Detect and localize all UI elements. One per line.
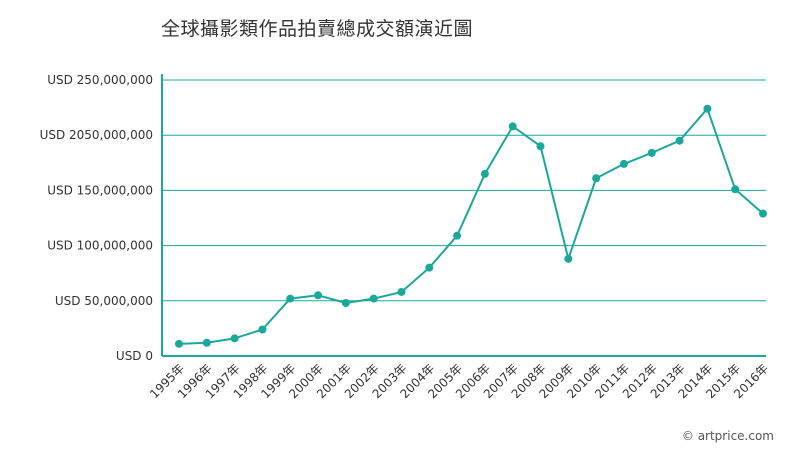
data-point xyxy=(425,263,434,272)
data-point xyxy=(564,254,573,263)
data-point xyxy=(230,334,239,343)
series-line xyxy=(178,107,764,345)
y-tick-label: USD 2050,000,000 xyxy=(40,128,153,142)
y-tick-label: USD 50,000,000 xyxy=(55,294,153,308)
data-point xyxy=(369,294,378,303)
data-point xyxy=(647,148,656,157)
y-tick-label: USD 250,000,000 xyxy=(47,73,153,87)
chart-title: 全球攝影類作品拍賣總成交額演近圖 xyxy=(161,18,474,40)
data-point xyxy=(314,291,323,300)
data-point xyxy=(619,159,628,168)
data-point xyxy=(508,122,517,131)
y-tick-label: USD 0 xyxy=(116,349,153,363)
data-point xyxy=(703,104,712,113)
data-point xyxy=(175,339,183,348)
data-point xyxy=(759,209,767,218)
data-point xyxy=(592,174,601,183)
data-point xyxy=(202,338,211,347)
y-tick-label: USD 150,000,000 xyxy=(47,183,153,197)
data-point xyxy=(397,287,406,296)
data-point xyxy=(731,185,740,194)
data-point xyxy=(480,169,489,178)
data-point xyxy=(536,142,545,151)
data-point xyxy=(341,299,350,308)
copyright-credit: © artprice.com xyxy=(681,429,774,443)
data-point xyxy=(675,136,684,145)
data-point xyxy=(453,231,462,240)
data-point xyxy=(286,294,295,303)
data-point xyxy=(258,325,267,334)
y-tick-label: USD 100,000,000 xyxy=(47,239,153,253)
